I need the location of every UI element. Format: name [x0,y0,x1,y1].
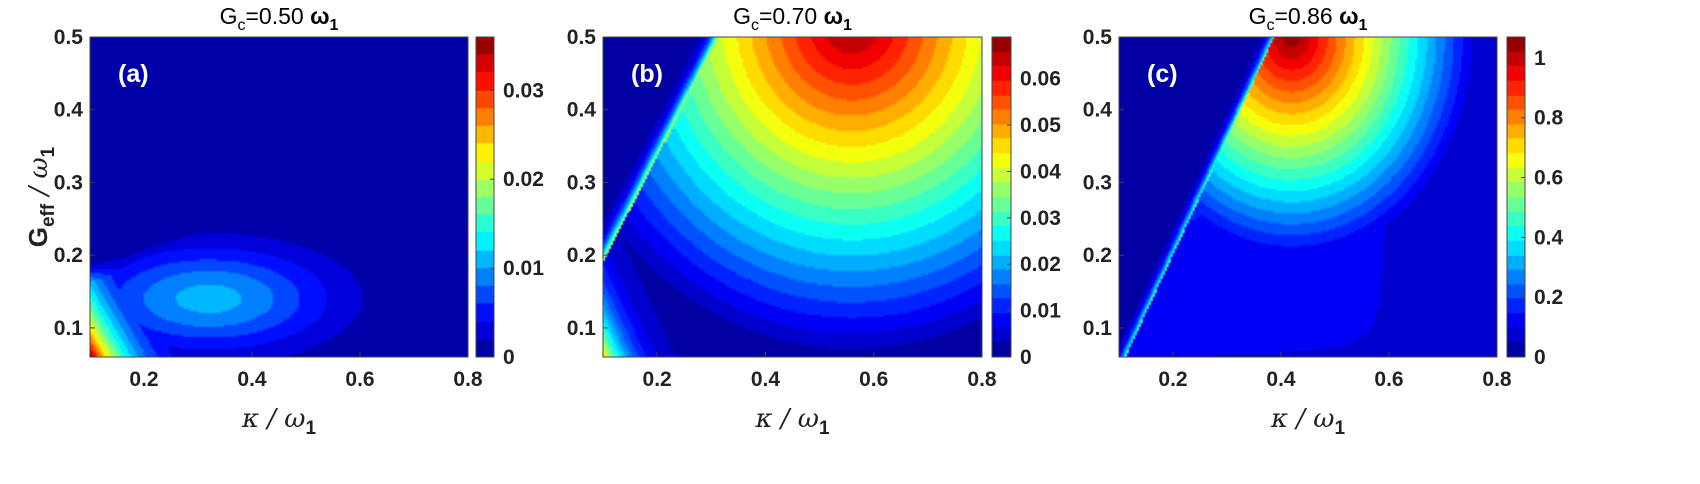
y-tick-label: 0.5 [1083,26,1113,49]
panel-label: (c) [1147,60,1178,88]
colorbar-tick-label: 0.05 [1020,114,1061,137]
plot-frame [1118,36,1498,358]
x-tick-label: 0.6 [1374,368,1403,391]
heatmap-image [90,37,468,357]
panel-title: Gc=0.86 ω1 [1249,3,1368,34]
y-tick-label: 0.2 [1083,244,1112,267]
colorbar-tick-label: 0.06 [1020,68,1061,91]
heatmap-image [603,37,982,357]
x-tick-label: 0.4 [751,368,781,391]
colorbar-tick-label: 0.03 [503,79,544,102]
y-tick-label: 0.2 [54,244,83,267]
colorbar-tick-label: 0.01 [503,257,544,280]
y-axis-title: Geff / ω1 [23,146,59,247]
panel-label: (a) [118,60,149,88]
x-axis-title: κ / ω1 [754,404,830,439]
y-tick-label: 0.3 [1083,171,1112,194]
colorbar [1507,37,1525,357]
x-tick-label: 0.2 [1158,368,1187,391]
y-tick-label: 0.4 [1083,99,1113,122]
x-tick-label: 0.6 [859,368,888,391]
y-tick-label: 0.5 [54,26,84,49]
y-tick-label: 0.3 [567,171,596,194]
colorbar-frame [1506,36,1526,358]
colorbar-tick-label: 0.6 [1534,167,1563,190]
panel-a: (a) Gc=0.50 ω1 0.2 0.4 0.6 0.8 0.1 0.2 0.3 0.4 0.5… [23,3,544,439]
x-tick-label: 0.8 [967,368,997,391]
y-tick-label: 0.2 [567,244,596,267]
colorbar-tick-label: 0 [1020,346,1032,369]
x-tick-label: 0.8 [453,368,483,391]
plot-frame [602,36,983,358]
panel-c: (c) Gc=0.86 ω1 0.2 0.4 0.6 0.8 0.1 0.2 0.3 0.4 0.5… [1083,3,1564,439]
colorbar-frame [991,36,1012,358]
x-axis-title: κ / ω1 [1270,404,1346,439]
x-tick-label: 0.4 [237,368,267,391]
colorbar-tick-label: 0.8 [1534,107,1564,130]
colorbar-tick-label: 0.04 [1020,160,1061,183]
x-tick-label: 0.2 [643,368,672,391]
x-tick-label: 0.2 [129,368,158,391]
colorbar-tick-label: 0.2 [1534,286,1563,309]
colorbar-tick-label: 1 [1534,47,1546,70]
colorbar-tick-label: 0.4 [1534,226,1564,249]
colorbar [992,37,1011,357]
x-tick-label: 0.6 [345,368,374,391]
panel-title: Gc=0.50 ω1 [220,3,339,34]
panel-b: (b) Gc=0.70 ω1 0.2 0.4 0.6 0.8 0.1 0.2 0.3 0.4 0.5… [567,3,1061,439]
colorbar-frame [475,36,495,358]
colorbar-tick-label: 0 [1534,346,1546,369]
colorbar-tick-label: 0.03 [1020,207,1061,230]
colorbar [476,37,494,357]
y-tick-label: 0.1 [54,317,84,340]
panel-title: Gc=0.70 ω1 [733,3,852,34]
colorbar-tick-label: 0.02 [503,168,544,191]
colorbar-tick-label: 0.01 [1020,300,1061,323]
colorbar-tick-label: 0 [503,346,515,369]
x-axis-title: κ / ω1 [241,404,317,439]
y-tick-label: 0.1 [567,317,597,340]
y-tick-label: 0.3 [54,171,83,194]
x-tick-label: 0.8 [1482,368,1512,391]
y-tick-label: 0.1 [1083,317,1113,340]
x-tick-label: 0.4 [1266,368,1296,391]
heatmap-image [1119,37,1497,357]
y-tick-label: 0.4 [567,99,597,122]
panel-label: (b) [631,60,663,88]
y-tick-label: 0.5 [567,26,597,49]
colorbar-tick-label: 0.02 [1020,253,1061,276]
plot-frame [89,36,469,358]
y-tick-label: 0.4 [54,99,84,122]
